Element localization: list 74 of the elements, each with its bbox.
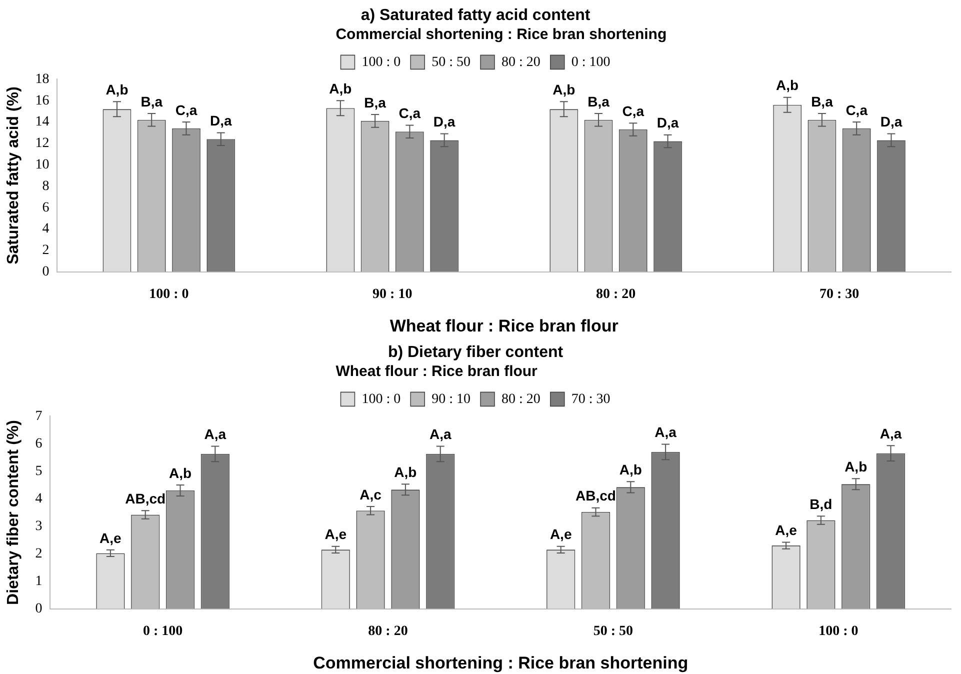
data-label: A,a	[429, 426, 452, 442]
y-tick-label: 8	[42, 178, 50, 194]
y-tick-label: 5	[35, 464, 42, 479]
data-label: A,e	[324, 526, 347, 542]
legend-label: 50 : 50	[432, 54, 470, 70]
data-label: A,e	[100, 530, 122, 546]
y-tick-label: 2	[42, 243, 50, 258]
data-label: A,b	[394, 464, 417, 480]
data-label: C,a	[846, 102, 868, 118]
data-label: AB,cd	[125, 490, 166, 506]
y-axis-title: Dietary fiber content (%)	[5, 420, 22, 605]
chart-title: a) Saturated fatty acid content	[360, 7, 591, 24]
y-tick-label: 0	[42, 264, 50, 280]
y-tick-label: 7	[35, 408, 42, 424]
data-label: D,a	[880, 114, 902, 130]
chart-title: b) Dietary fiber content	[388, 344, 564, 362]
data-label: B,a	[811, 93, 834, 110]
legend-title: Commercial shortening : Rice bran shortening	[336, 26, 667, 43]
legend-label: 80 : 20	[502, 54, 540, 70]
data-label: A,b	[168, 464, 192, 481]
legend-label: 80 : 20	[502, 392, 540, 407]
data-label: B,d	[810, 496, 832, 512]
data-label: B,a	[364, 94, 386, 110]
y-tick-label: 14	[35, 114, 50, 130]
data-label: A,b	[106, 82, 128, 98]
data-label: AB,cd	[576, 488, 616, 504]
x-tick-label: 100 : 0	[818, 624, 858, 639]
legend-label: 100 : 0	[362, 54, 401, 70]
legend-label: 0 : 100	[571, 54, 610, 70]
y-tick-label: 3	[35, 518, 42, 534]
data-label: C,a	[175, 102, 198, 118]
y-tick-label: 4	[42, 222, 50, 237]
y-tick-label: 0	[35, 601, 42, 616]
x-axis-title: Commercial shortening : Rice bran shortening	[313, 653, 688, 672]
data-label: A,b	[619, 462, 642, 478]
data-label: B,a	[140, 93, 163, 110]
y-tick-label: 6	[42, 200, 50, 216]
data-label: A,a	[880, 426, 902, 442]
x-tick-label: 100 : 0	[149, 286, 189, 302]
x-tick-label: 0 : 100	[142, 624, 183, 639]
x-tick-label: 80 : 20	[368, 624, 408, 639]
data-label: A,e	[550, 526, 572, 542]
x-tick-label: 80 : 20	[596, 286, 636, 302]
y-tick-label: 6	[35, 436, 42, 452]
y-tick-label: 18	[35, 72, 50, 87]
y-tick-label: 12	[35, 136, 50, 152]
legend-label: 100 : 0	[362, 392, 401, 407]
data-label: A,a	[204, 426, 226, 442]
data-label: A,b	[776, 77, 799, 94]
legend-label: 70 : 30	[571, 392, 610, 407]
legend-label: 90 : 10	[432, 392, 470, 407]
y-tick-label: 10	[35, 157, 50, 172]
data-label: C,a	[622, 102, 644, 119]
data-label: D,a	[433, 114, 456, 130]
data-label: A,a	[654, 424, 677, 440]
data-label: D,a	[656, 114, 679, 131]
data-label: A,e	[775, 522, 798, 538]
y-tick-label: 1	[35, 574, 42, 589]
x-tick-label: 90 : 10	[372, 286, 412, 302]
data-label: A,c	[360, 486, 382, 502]
y-tick-label: 4	[35, 491, 42, 506]
data-label: A,b	[552, 82, 576, 98]
y-tick-label: 16	[35, 93, 50, 108]
y-tick-label: 2	[35, 546, 42, 562]
data-label: C,a	[398, 105, 421, 122]
y-axis-title: Saturated fatty acid (%)	[5, 86, 22, 264]
data-label: A,b	[844, 458, 868, 475]
x-tick-label: 70 : 30	[819, 286, 860, 302]
data-label: B,a	[588, 93, 610, 110]
data-label: A,b	[329, 80, 352, 96]
data-label: D,a	[210, 112, 232, 129]
x-axis-title: Wheat flour : Rice bran flour	[390, 316, 619, 336]
x-tick-label: 50 : 50	[593, 624, 634, 639]
legend-title: Wheat flour : Rice bran flour	[336, 362, 538, 380]
